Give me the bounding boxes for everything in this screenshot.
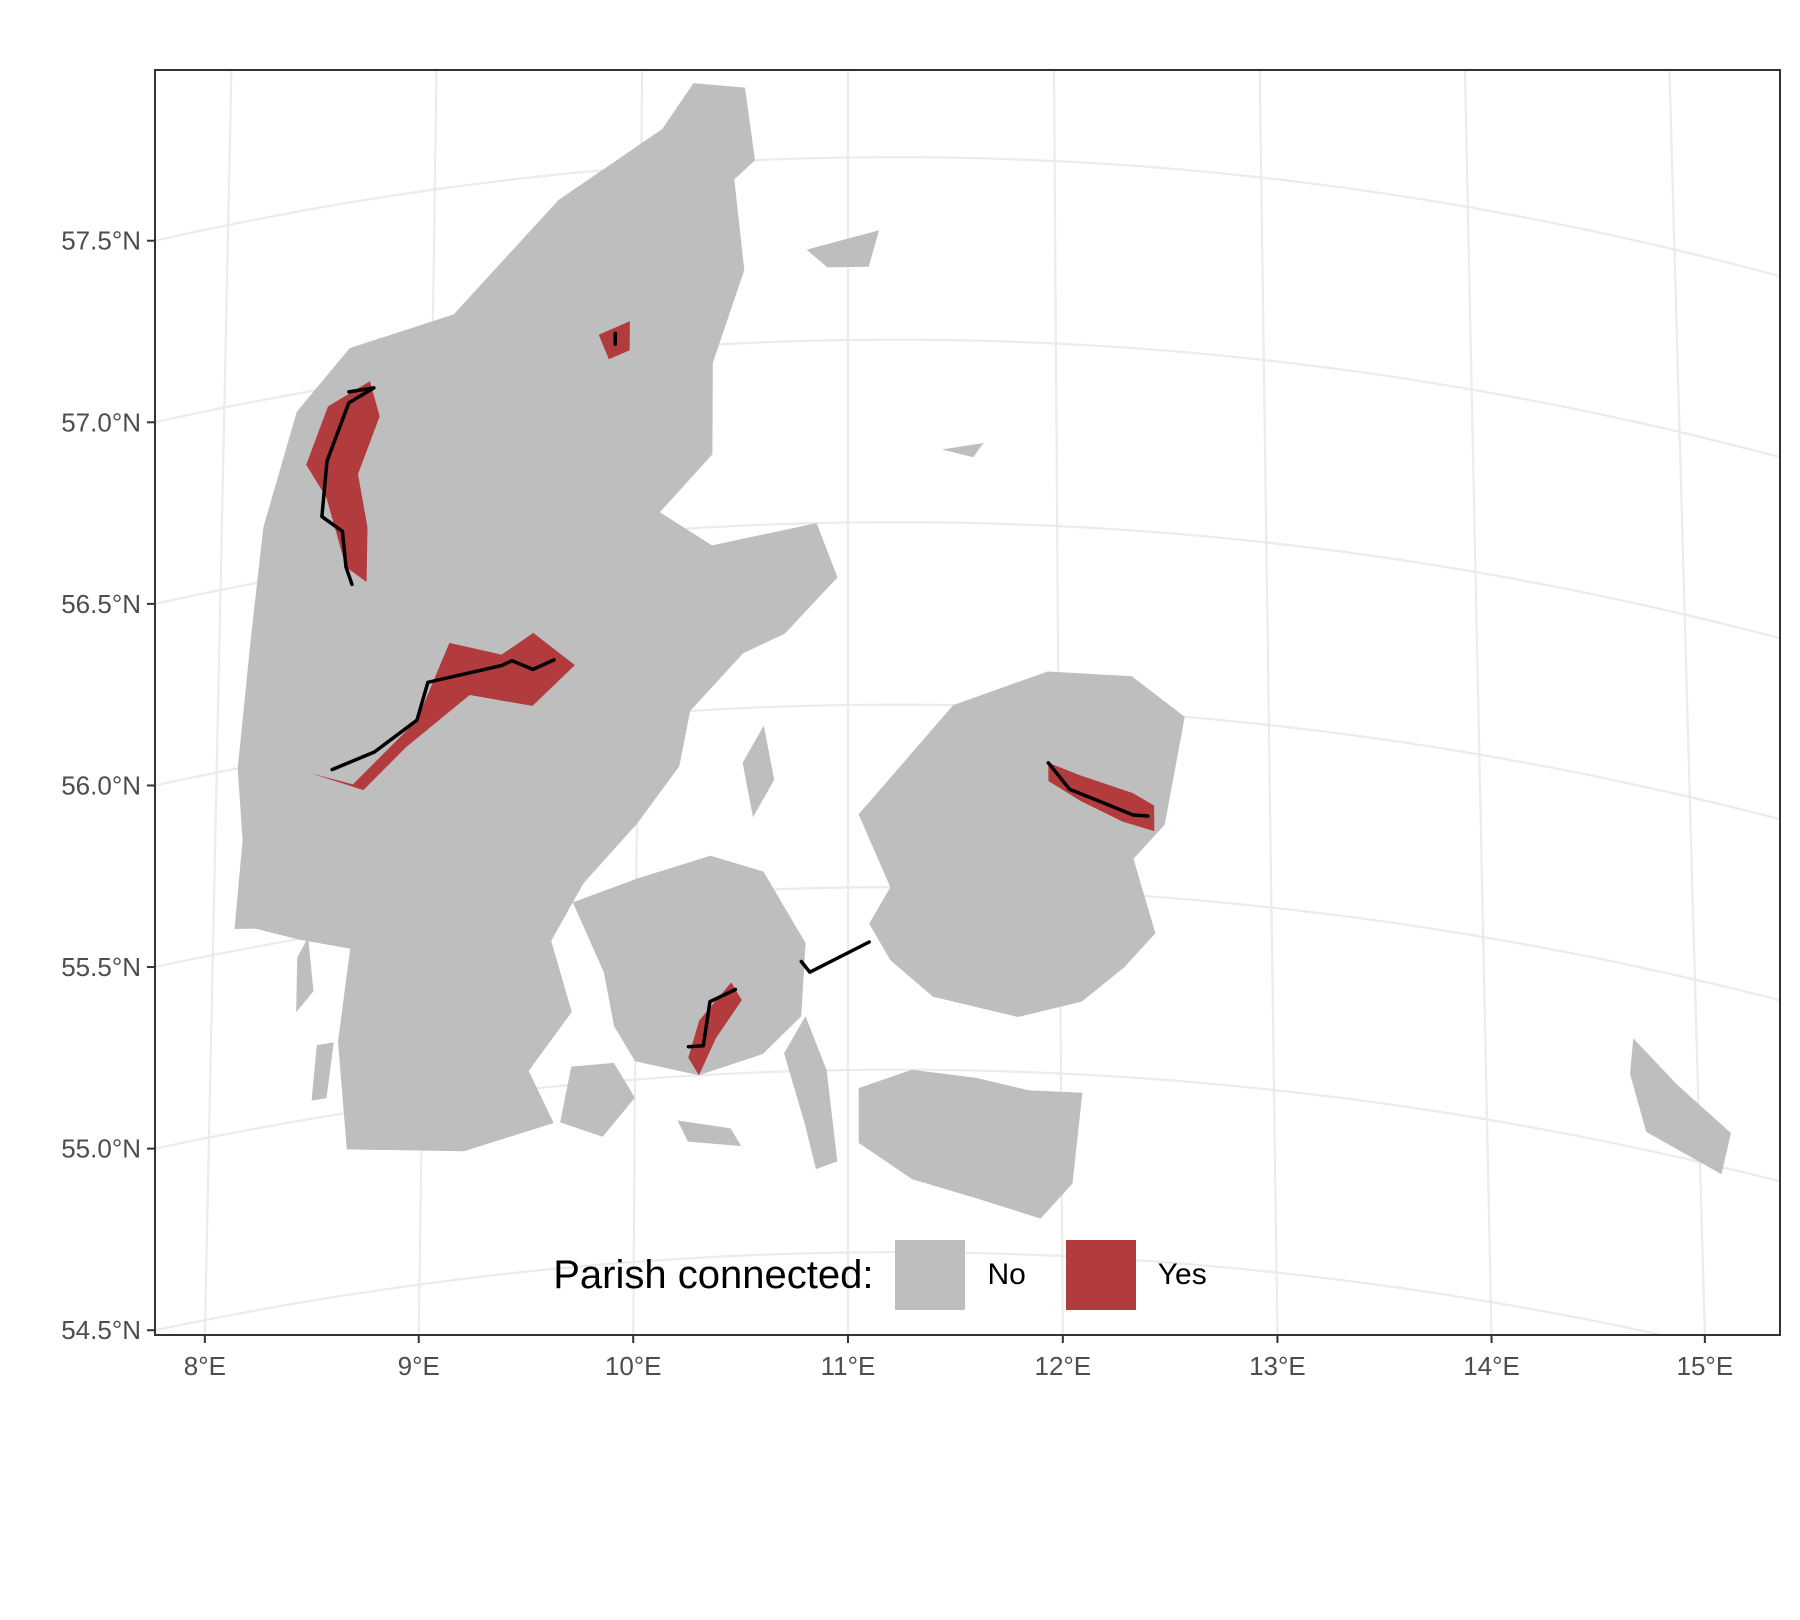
legend-swatch-no [895, 1240, 966, 1310]
y-tick-label: 55.5°N [61, 952, 141, 982]
route-central [330, 658, 556, 772]
x-tick-label: 15°E [1677, 1351, 1734, 1381]
meridian-line [1258, 70, 1279, 1335]
y-tick-label: 57.5°N [61, 226, 141, 256]
parish-central-jutland [311, 632, 575, 791]
parallel-line [155, 1251, 1668, 1335]
axes: 54.5°N 55.0°N 55.5°N 56.0°N 56.5°N 57.0°N 57.5… [61, 226, 1733, 1381]
y-tick-label: 57.0°N [61, 407, 141, 437]
land-bornholm [1630, 1038, 1731, 1175]
land-aero [677, 1120, 742, 1147]
legend-title: Parish connected: [553, 1252, 874, 1297]
x-tick-label: 14°E [1463, 1351, 1520, 1381]
land-samso [742, 725, 775, 818]
x-tick-label: 9°E [398, 1351, 440, 1381]
y-tick-label: 54.5°N [61, 1315, 141, 1345]
parallel-line [155, 156, 1780, 278]
routes-layer [320, 331, 1150, 1049]
route-great-belt [799, 940, 871, 974]
land-zealand [858, 671, 1185, 1017]
land-als [560, 1062, 635, 1137]
land-fano [296, 937, 314, 1013]
x-tick-label: 10°E [605, 1351, 662, 1381]
parallel-line [155, 1068, 1780, 1183]
land-anholt [941, 443, 984, 458]
y-tick-label: 56.5°N [61, 589, 141, 619]
land-langeland [784, 1016, 838, 1170]
meridian-line [203, 70, 233, 1335]
parish-funen-south [688, 982, 742, 1076]
y-tick-label: 55.0°N [61, 1134, 141, 1164]
route-thy [320, 386, 376, 587]
legend-swatch-yes [1065, 1240, 1136, 1310]
legend: Parish connected: No Yes [0, 1235, 1800, 1315]
y-tick-label: 56.0°N [61, 770, 141, 800]
route-zealand [1046, 761, 1150, 818]
parish-thy [306, 381, 380, 582]
land-funen [572, 855, 806, 1076]
legend-label-yes: Yes [1157, 1258, 1207, 1291]
land-laeso [806, 230, 880, 268]
meridian-line [1463, 70, 1493, 1335]
land-jutland [234, 83, 838, 1152]
land-layer [234, 83, 1731, 1219]
legend-label-no: No [987, 1258, 1026, 1291]
plot-frame [154, 69, 1781, 1336]
x-tick-label: 12°E [1034, 1351, 1091, 1381]
land-mors [347, 393, 421, 506]
route-funen [686, 987, 738, 1049]
land-romo [311, 1042, 334, 1101]
x-tick-label: 8°E [184, 1351, 226, 1381]
land-lolland-falster [858, 1069, 1083, 1219]
x-tick-label: 13°E [1249, 1351, 1306, 1381]
x-tick-label: 11°E [821, 1351, 876, 1381]
meridian-line [1668, 70, 1706, 1335]
